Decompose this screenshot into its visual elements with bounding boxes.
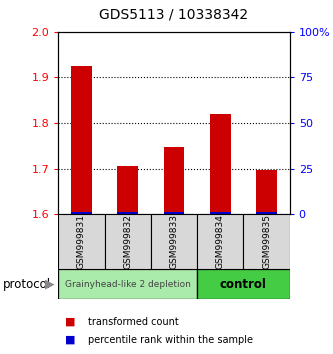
Bar	[71, 212, 92, 214]
Bar	[256, 170, 277, 214]
Bar	[105, 214, 151, 269]
Bar	[197, 269, 290, 299]
Bar	[164, 147, 184, 214]
Text: Grainyhead-like 2 depletion: Grainyhead-like 2 depletion	[65, 280, 191, 289]
Text: GSM999834: GSM999834	[216, 214, 225, 269]
Bar	[117, 166, 138, 214]
Text: protocol: protocol	[3, 278, 52, 291]
Bar	[58, 214, 105, 269]
Bar	[256, 212, 277, 214]
Text: ■: ■	[65, 317, 76, 327]
Bar	[210, 114, 231, 214]
Text: percentile rank within the sample: percentile rank within the sample	[88, 335, 253, 345]
Text: ▶: ▶	[45, 278, 55, 291]
Bar	[71, 66, 92, 214]
Bar	[197, 214, 243, 269]
Bar	[151, 214, 197, 269]
Bar	[210, 212, 231, 214]
Bar	[117, 212, 138, 214]
Text: ■: ■	[65, 335, 76, 345]
Text: GSM999835: GSM999835	[262, 214, 271, 269]
Text: GSM999832: GSM999832	[123, 214, 132, 269]
Bar	[164, 212, 184, 214]
Text: control: control	[220, 278, 267, 291]
Bar	[58, 269, 197, 299]
Text: GSM999831: GSM999831	[77, 214, 86, 269]
Text: transformed count: transformed count	[88, 317, 179, 327]
Bar	[243, 214, 290, 269]
Text: GDS5113 / 10338342: GDS5113 / 10338342	[100, 7, 248, 21]
Text: GSM999833: GSM999833	[169, 214, 178, 269]
